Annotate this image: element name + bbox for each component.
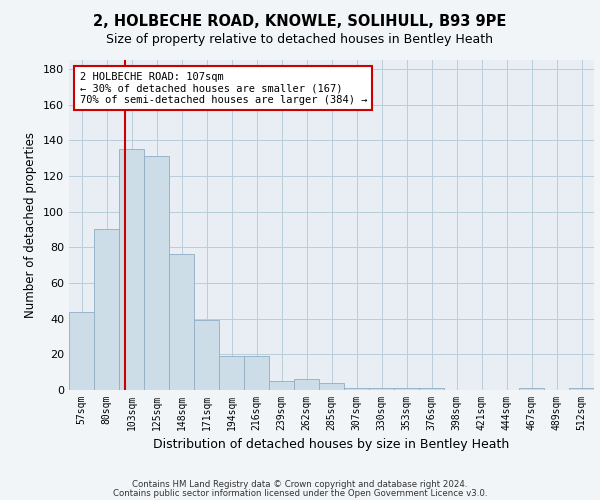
Bar xyxy=(269,381,293,390)
Bar xyxy=(220,356,244,390)
Bar xyxy=(145,156,169,390)
Bar xyxy=(70,312,94,390)
Bar xyxy=(194,320,218,390)
Bar xyxy=(344,388,368,390)
Bar xyxy=(419,388,443,390)
Bar xyxy=(244,356,269,390)
X-axis label: Distribution of detached houses by size in Bentley Heath: Distribution of detached houses by size … xyxy=(154,438,509,452)
Bar xyxy=(394,388,419,390)
Bar xyxy=(295,380,319,390)
Bar xyxy=(370,388,394,390)
Y-axis label: Number of detached properties: Number of detached properties xyxy=(25,132,37,318)
Bar xyxy=(569,388,593,390)
Bar xyxy=(520,388,544,390)
Bar xyxy=(119,149,143,390)
Bar xyxy=(169,254,194,390)
Text: 2 HOLBECHE ROAD: 107sqm
← 30% of detached houses are smaller (167)
70% of semi-d: 2 HOLBECHE ROAD: 107sqm ← 30% of detache… xyxy=(79,72,367,105)
Text: Contains HM Land Registry data © Crown copyright and database right 2024.: Contains HM Land Registry data © Crown c… xyxy=(132,480,468,489)
Text: 2, HOLBECHE ROAD, KNOWLE, SOLIHULL, B93 9PE: 2, HOLBECHE ROAD, KNOWLE, SOLIHULL, B93 … xyxy=(94,14,506,29)
Text: Contains public sector information licensed under the Open Government Licence v3: Contains public sector information licen… xyxy=(113,488,487,498)
Bar xyxy=(94,230,119,390)
Text: Size of property relative to detached houses in Bentley Heath: Size of property relative to detached ho… xyxy=(107,32,493,46)
Bar xyxy=(319,383,344,390)
